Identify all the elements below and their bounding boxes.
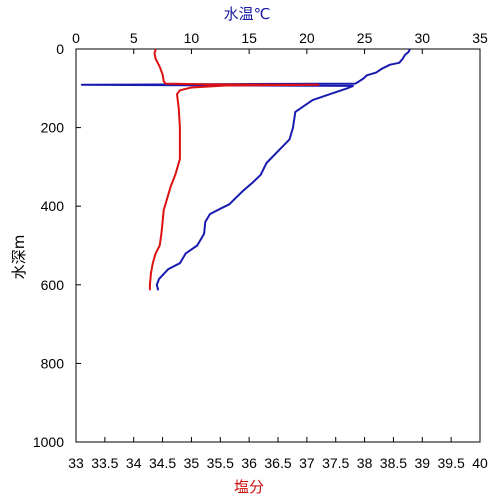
bottom-axis-ticks: 33 33.5 34 34.5 35 35.5 36 36.5 37 37.5 38 38.5 39 39… — [68, 437, 488, 471]
top-axis-tick-label: 25 — [357, 30, 373, 46]
temperature-profile-line — [80, 48, 411, 291]
left-axis-title: 水深m — [10, 235, 28, 280]
left-axis-ticks: 0 200 400 600 800 1000 — [33, 41, 81, 450]
y-axis-tick-label: 600 — [41, 277, 65, 293]
bottom-axis-tick-label: 38 — [357, 455, 373, 471]
top-axis-tick-label: 15 — [241, 30, 257, 46]
top-axis-ticks: 0 5 10 15 20 25 30 35 — [72, 30, 488, 54]
y-axis-tick-label: 800 — [41, 355, 65, 371]
y-axis-tick-label: 200 — [41, 120, 65, 136]
bottom-axis-tick-label: 33.5 — [91, 455, 118, 471]
salinity-profile-line — [148, 48, 320, 291]
bottom-axis-tick-label: 35.5 — [207, 455, 234, 471]
y-axis-tick-label: 1000 — [33, 434, 64, 450]
top-axis-tick-label: 5 — [130, 30, 138, 46]
y-axis-tick-label: 0 — [56, 41, 64, 57]
top-axis-tick-label: 30 — [414, 30, 430, 46]
top-axis-tick-label: 10 — [184, 30, 200, 46]
top-axis-tick-label: 20 — [299, 30, 315, 46]
bottom-axis-title: 塩分 — [234, 478, 264, 496]
bottom-axis-tick-label: 37.5 — [322, 455, 349, 471]
top-axis-tick-label: 35 — [472, 30, 488, 46]
bottom-axis-tick-label: 40 — [472, 455, 488, 471]
bottom-axis-tick-label: 36 — [241, 455, 257, 471]
bottom-axis-tick-label: 34 — [126, 455, 142, 471]
top-axis-tick-label: 0 — [72, 30, 80, 46]
bottom-axis-tick-label: 33 — [68, 455, 84, 471]
plot-frame — [75, 48, 481, 443]
series-layer — [80, 48, 411, 291]
bottom-axis-tick-label: 36.5 — [264, 455, 291, 471]
bottom-axis-tick-label: 34.5 — [149, 455, 176, 471]
bottom-axis-tick-label: 38.5 — [380, 455, 407, 471]
bottom-axis-tick-label: 35 — [184, 455, 200, 471]
top-axis-title: 水温℃ — [224, 5, 271, 23]
y-axis-tick-label: 400 — [41, 198, 65, 214]
bottom-axis-tick-label: 37 — [299, 455, 315, 471]
bottom-axis-tick-label: 39 — [414, 455, 430, 471]
bottom-axis-tick-label: 39.5 — [438, 455, 465, 471]
